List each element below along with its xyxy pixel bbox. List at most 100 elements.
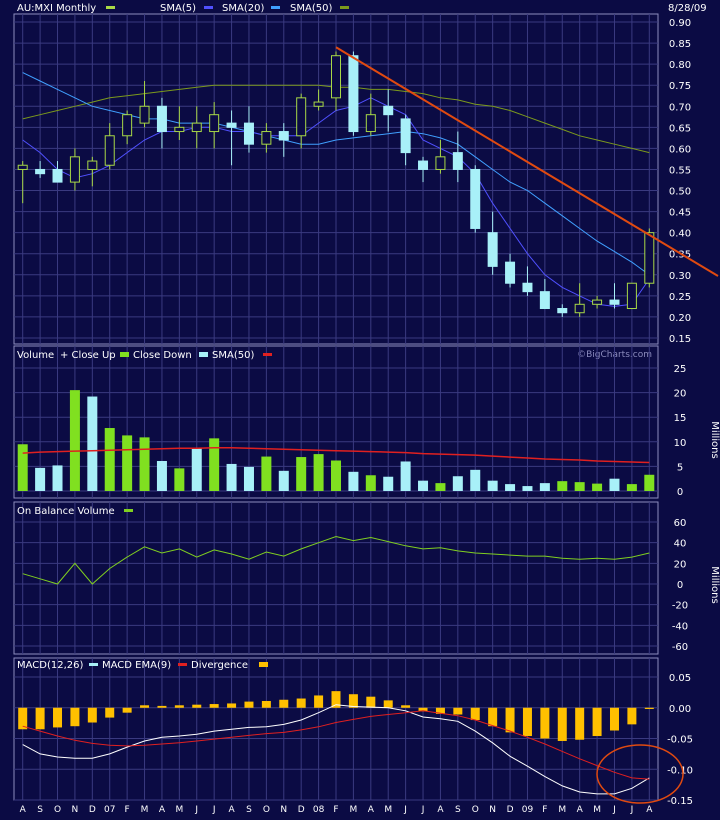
candle-up (313, 101, 324, 107)
macd-axis-ticks: 0.05 0.00 -0.05 -0.10 -0.15 (667, 673, 693, 807)
divergence-bar (592, 707, 602, 737)
volume-bar-down (539, 483, 550, 491)
obv-tick-label: 40 (674, 539, 687, 550)
volume-bar-down (470, 469, 481, 491)
volume-tick-label: 25 (674, 364, 687, 375)
macd-panel: 0.05 0.00 -0.05 -0.10 -0.15 MACD(12,26) MACD… (13, 657, 693, 807)
volume-bar-up (365, 475, 376, 491)
candle-up (574, 303, 585, 314)
volume-bar-up (174, 468, 185, 491)
price-tick-label: 0.85 (669, 39, 691, 50)
divergence-bar (261, 700, 271, 708)
obv-axis-ticks: 60 40 20 0 -20 -40 -60 (672, 518, 688, 653)
volume-tick-label: 0 (677, 487, 683, 498)
divergence-bar (331, 691, 341, 708)
candle-down (470, 168, 481, 229)
macd-tick-label: -0.05 (667, 735, 693, 746)
close-down-legend-label: Close Down (133, 350, 192, 361)
x-tick-label: S (37, 805, 43, 815)
obv-legend-swatch (124, 509, 133, 512)
x-tick-label: O (472, 805, 479, 815)
divergence-bar (644, 707, 654, 709)
divergence-bar (348, 694, 358, 708)
candle-down (452, 152, 463, 170)
candle-down (609, 299, 620, 305)
divergence-bar (140, 705, 150, 708)
symbol-swatch (106, 6, 115, 9)
candle-up (626, 282, 637, 310)
macd-ema-line (22, 710, 650, 780)
divergence-bar (105, 707, 115, 718)
price-tick-label: 0.70 (669, 102, 691, 113)
divergence-bar (453, 707, 463, 715)
divergence-bar (314, 695, 324, 708)
x-tick-label: A (577, 805, 584, 815)
x-tick-label: N (280, 805, 287, 815)
candle-down (278, 131, 289, 141)
divergence-bars (18, 691, 654, 741)
x-tick-label: O (263, 805, 270, 815)
volume-title: Volume (17, 350, 54, 361)
price-tick-label: 0.50 (669, 187, 691, 198)
volume-bar-up (209, 438, 220, 491)
divergence-bar (192, 704, 202, 708)
divergence-bar (575, 707, 585, 740)
price-tick-label: 0.55 (669, 165, 691, 176)
x-tick-label: M (384, 805, 392, 815)
price-tick-label: 0.20 (669, 313, 691, 324)
price-tick-label: 0.90 (669, 18, 691, 29)
candle-down (400, 118, 411, 154)
divergence-legend-swatch (259, 662, 268, 667)
macd-tick-label: -0.15 (667, 796, 693, 807)
x-tick-label: D (89, 805, 96, 815)
divergence-bar (296, 698, 306, 708)
obv-panel: 60 40 20 0 -20 -40 -60 On Balance Volume Milli… (13, 501, 720, 655)
price-axis-ticks: 0.90 0.85 0.80 0.75 0.70 0.65 0.60 0.55 0.50 0.45… (669, 18, 691, 345)
divergence-bar (87, 707, 97, 723)
divergence-bar (70, 707, 80, 727)
volume-bar-up (104, 428, 115, 491)
macd-legend-swatch (89, 663, 98, 666)
candle-up (331, 55, 341, 99)
x-tick-label: F (542, 805, 547, 815)
divergence-bar (18, 707, 28, 730)
candle-down (156, 105, 167, 133)
x-tick-label: J (403, 805, 407, 815)
divergence-bar (557, 707, 567, 741)
volume-bar-up (557, 481, 568, 491)
candle-down (243, 122, 254, 145)
price-grid (14, 14, 658, 344)
volume-bar-up (69, 390, 80, 491)
volume-bar-up (122, 435, 133, 491)
price-tick-label: 0.35 (669, 250, 691, 261)
divergence-bar (35, 707, 45, 730)
divergence-bar (174, 705, 184, 708)
x-tick-label: A (646, 805, 653, 815)
x-tick-label: M (350, 805, 358, 815)
volume-bar-up (644, 474, 655, 491)
volume-bar-down (191, 447, 202, 491)
divergence-bar (122, 707, 132, 713)
volume-bar-down (418, 480, 429, 491)
divergence-bar (418, 707, 428, 712)
obv-tick-label: 0 (677, 580, 683, 591)
candle-down (505, 261, 516, 284)
macd-tick-label: 0.05 (669, 673, 691, 684)
volume-tick-label: 10 (674, 438, 687, 449)
sma5-legend-label: SMA(5) (160, 3, 196, 14)
x-tick-label: S (455, 805, 461, 815)
divergence-bar (244, 701, 254, 708)
x-tick-label: J (212, 805, 216, 815)
price-tick-label: 0.30 (669, 271, 691, 282)
volume-bar-down (383, 476, 394, 491)
x-tick-label: J (612, 805, 616, 815)
divergence-bar (627, 707, 637, 725)
macd-line (22, 704, 650, 795)
candle-up (435, 156, 446, 170)
x-tick-label: F (125, 805, 130, 815)
volume-tick-label: 15 (674, 413, 687, 424)
volume-sma-line (22, 446, 650, 464)
volume-bar-down (226, 463, 237, 491)
